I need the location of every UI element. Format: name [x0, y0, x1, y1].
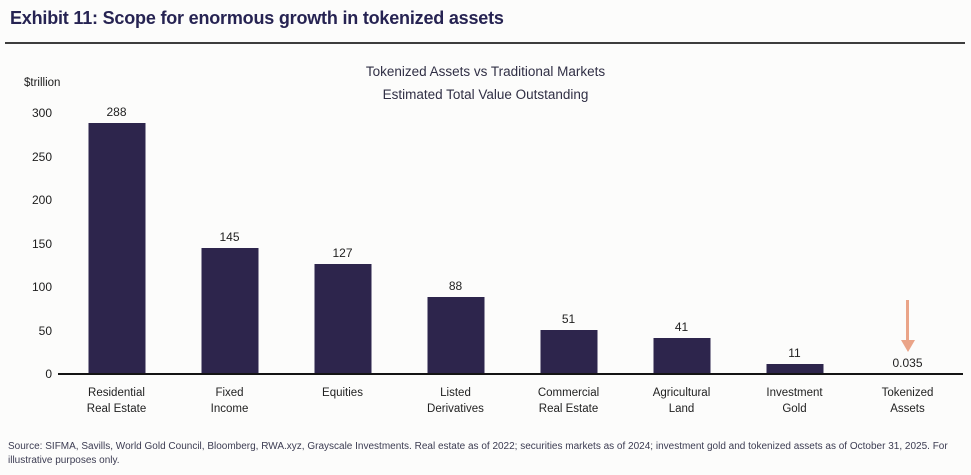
bar [427, 297, 484, 374]
y-axis: 300 250 200 150 100 50 0 [0, 106, 52, 381]
bar-slot: 11 [738, 113, 851, 374]
x-axis-category-label: Residential Real Estate [86, 387, 147, 415]
y-axis-tick-label: 250 [31, 149, 52, 164]
bar [314, 263, 371, 374]
y-axis-tick-label: 100 [31, 280, 52, 294]
y-axis-tick-label: 50 [38, 323, 52, 338]
bar-value-label: 145 [219, 229, 240, 244]
x-axis-category-label: Listed Derivatives [427, 387, 484, 415]
bar-value-label: 288 [106, 105, 127, 120]
y-axis-tick-label: 150 [31, 236, 52, 251]
title-divider [5, 42, 965, 44]
x-axis-category-label: Equities [322, 387, 363, 399]
bar-value-label: 88 [448, 279, 463, 294]
y-axis-unit-label: $trillion [24, 77, 61, 89]
chart-title: Tokenized Assets vs Traditional Markets [365, 64, 606, 79]
chart-subtitle: Estimated Total Value Outstanding [382, 87, 589, 102]
bar [88, 123, 145, 374]
bar [766, 364, 823, 374]
bar-slot: 41 [625, 113, 738, 374]
bar-value-label: 41 [674, 320, 689, 335]
bar-slot: 88 [399, 113, 512, 374]
source-note: Source: SIFMA, Savills, World Gold Counc… [8, 441, 948, 466]
bar-slot: 145 [173, 113, 286, 374]
bar-slot: 127 [286, 113, 399, 374]
y-axis-tick-label: 200 [31, 193, 52, 207]
bar-slot: 288 [60, 105, 173, 374]
bar-slot: 51 [512, 113, 625, 374]
bar [540, 329, 597, 374]
bar-slot: 0.035 [851, 113, 964, 374]
bar [201, 247, 258, 374]
bar-value-label: 11 [788, 346, 801, 361]
x-axis-category-label: Investment Gold [766, 387, 823, 415]
y-axis-tick-label: 0 [45, 367, 52, 381]
x-axis-labels: Residential Real Estate Fixed Income Equit… [60, 386, 964, 422]
arrow-down-icon [900, 299, 915, 352]
bar [653, 338, 710, 374]
plot-area: 288 145 127 88 51 41 11 0.035 [60, 105, 964, 374]
x-axis-category-label: Commercial Real Estate [537, 387, 600, 415]
exhibit-title: Exhibit 11: Scope for enormous growth in… [10, 8, 504, 28]
x-axis-line [58, 373, 963, 375]
bar-value-label: 127 [332, 245, 353, 260]
x-axis-category-label: Tokenized Assets [881, 387, 934, 415]
x-axis-category-label: Fixed Income [210, 387, 249, 415]
bar-value-label: 0.035 [892, 355, 923, 370]
x-axis-category-label: Agricultural Land [652, 387, 711, 415]
y-axis-tick-label: 300 [31, 106, 52, 120]
bar-value-label: 51 [561, 311, 576, 326]
